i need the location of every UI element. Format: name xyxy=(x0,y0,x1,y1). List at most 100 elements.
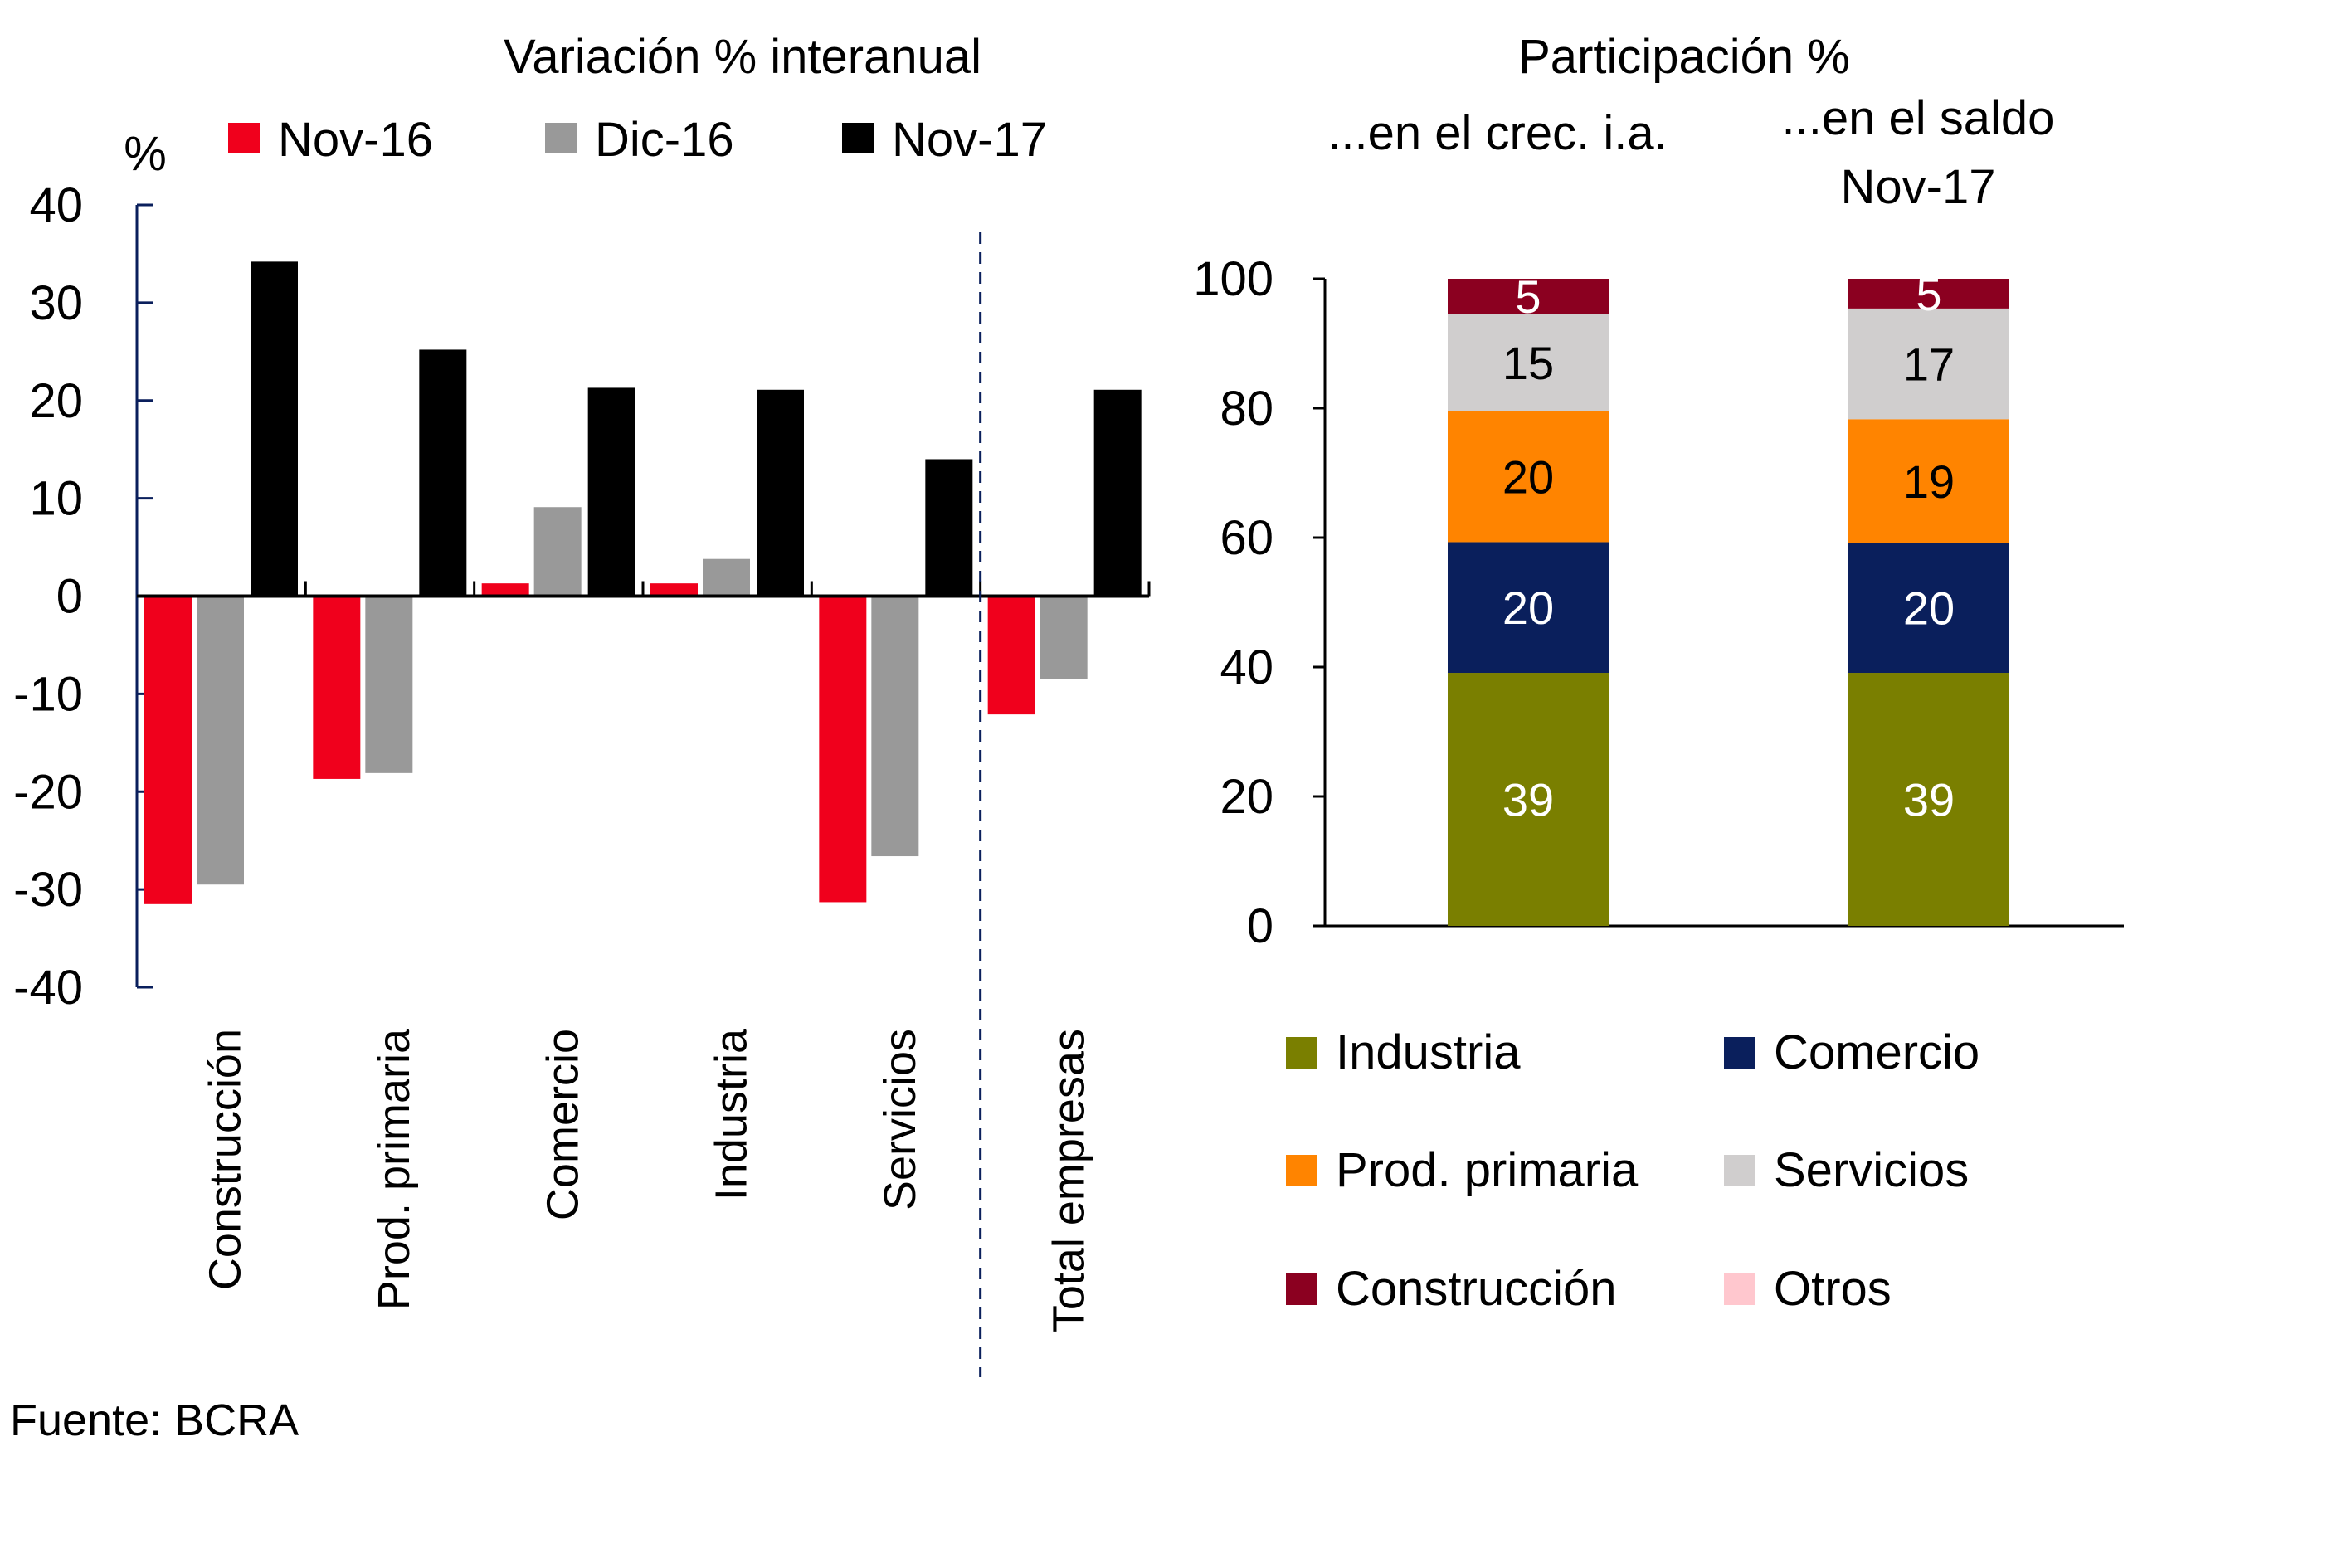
bar-nov-17-comercio xyxy=(587,387,635,597)
legend-swatch-servicios xyxy=(1724,1155,1755,1186)
stack-servicios-1 xyxy=(1448,314,1609,411)
right-y-tick-label: 60 xyxy=(1220,511,1273,565)
legend-label-comercio: Comercio xyxy=(1774,1025,1979,1079)
legend-label-dic-16: Dic-16 xyxy=(595,113,734,167)
legend-label-construccion: Construcción xyxy=(1336,1262,1616,1316)
legend-swatch-otros xyxy=(1724,1273,1755,1305)
data-label-prod-primaria-2: 19 xyxy=(1903,455,1955,508)
left-y-tick-label: 10 xyxy=(29,472,83,526)
legend-item-prod-primaria: Prod. primaria xyxy=(1286,1143,1639,1197)
legend-label-industria: Industria xyxy=(1336,1025,1521,1079)
bar-dic-16-total-empresas xyxy=(1040,596,1088,679)
legend-item-nov-16: Nov-16 xyxy=(228,113,433,167)
right-y-axis: 100 80 60 40 20 0 xyxy=(1193,252,2124,953)
bar-dic-16-prod-primaria xyxy=(365,596,413,773)
bar-nov-17-industria xyxy=(757,389,804,597)
legend-item-comercio: Comercio xyxy=(1724,1025,1979,1079)
legend-item-construccion: Construcción xyxy=(1286,1262,1616,1316)
bar-nov-16-construccion xyxy=(144,596,192,904)
left-y-tick-label: -40 xyxy=(13,961,83,1015)
category-label-comercio: Comercio xyxy=(538,1029,587,1220)
left-bars xyxy=(144,261,1142,904)
category-label-industria: Industria xyxy=(707,1028,757,1200)
right-y-tick-label: 0 xyxy=(1247,899,1273,953)
bar-dic-16-industria xyxy=(703,558,750,597)
right-chart-title: Participación % xyxy=(1518,30,1850,84)
left-y-tick-label: -20 xyxy=(13,765,83,819)
right-y-tick-label: 20 xyxy=(1220,770,1273,824)
legend-swatch-nov-16 xyxy=(228,123,260,153)
legend-label-nov-16: Nov-16 xyxy=(278,113,433,167)
stack-prod-primaria-2 xyxy=(1848,419,2009,543)
legend-item-dic-16: Dic-16 xyxy=(545,113,734,167)
data-label-prod-primaria-1: 20 xyxy=(1502,451,1554,504)
bar-nov-16-servicios xyxy=(819,596,867,903)
legend-label-prod-primaria: Prod. primaria xyxy=(1336,1143,1639,1197)
bar-dic-16-construccion xyxy=(197,596,244,885)
bar-nov-16-industria xyxy=(650,583,698,597)
bar-nov-16-comercio xyxy=(481,583,529,597)
left-y-unit-label: % xyxy=(124,127,167,181)
right-y-tick-label: 100 xyxy=(1193,252,1273,306)
right-y-tick-label: 40 xyxy=(1220,640,1273,694)
left-category-labels: Construcción Prod. primaria Comercio Indust… xyxy=(201,1028,1094,1332)
legend-item-otros: Otros xyxy=(1724,1262,1892,1316)
stack-comercio-2 xyxy=(1848,543,2009,674)
legend-label-otros: Otros xyxy=(1774,1262,1892,1316)
data-label-servicios-1: 15 xyxy=(1502,337,1554,389)
source-note: Fuente: BCRA xyxy=(10,1395,299,1445)
legend-item-servicios: Servicios xyxy=(1724,1143,1969,1197)
data-label-construccion-1: 5 xyxy=(1515,270,1541,323)
legend-label-servicios: Servicios xyxy=(1774,1143,1969,1197)
stack-comercio-1 xyxy=(1448,542,1609,674)
bar-nov-16-total-empresas xyxy=(987,596,1035,715)
left-y-tick-label: 20 xyxy=(29,374,83,428)
right-bars: 39 20 20 15 5 39 20 19 17 5 xyxy=(1448,268,2009,926)
left-x-axis xyxy=(137,232,1151,1377)
left-y-tick-label: 40 xyxy=(29,178,83,232)
bar-dic-16-servicios xyxy=(871,596,919,857)
legend-swatch-industria xyxy=(1286,1037,1317,1069)
stack-construccion-2 xyxy=(1848,279,2009,309)
data-label-comercio-2: 20 xyxy=(1903,582,1955,635)
left-y-axis: 40 30 20 10 0 -10 -20 -30 -40 xyxy=(13,178,153,1015)
right-category-label-1-line-1: ...en el crec. i.a. xyxy=(1327,106,1667,160)
legend-item-nov-17: Nov-17 xyxy=(842,113,1047,167)
bar-dic-16-comercio xyxy=(533,507,582,597)
right-category-label-2-line-2: Nov-17 xyxy=(1841,160,1996,214)
stack-industria-2 xyxy=(1848,673,2009,926)
right-y-tick-label: 80 xyxy=(1220,382,1273,436)
right-category-label-2-line-1: ...en el saldo xyxy=(1782,91,2055,145)
left-y-tick-label: 30 xyxy=(29,276,83,330)
legend-item-industria: Industria xyxy=(1286,1025,1521,1079)
legend-swatch-construccion xyxy=(1286,1273,1317,1305)
left-y-tick-label: -30 xyxy=(13,863,83,917)
left-y-tick-label: -10 xyxy=(13,667,83,721)
stack-industria-1 xyxy=(1448,673,1609,926)
right-chart: Participación % ...en el crec. i.a. ...en… xyxy=(1193,30,2124,1316)
left-legend: Nov-16 Dic-16 Nov-17 xyxy=(228,113,1047,167)
left-y-tick-label: 0 xyxy=(56,570,83,624)
legend-swatch-nov-17 xyxy=(842,123,874,153)
stack-construccion-1 xyxy=(1448,279,1609,314)
bar-nov-17-total-empresas xyxy=(1093,389,1142,597)
right-legend: Industria Comercio Prod. primaria Servicios… xyxy=(1286,1025,1979,1316)
data-label-construccion-2: 5 xyxy=(1916,268,1941,320)
legend-swatch-comercio xyxy=(1724,1037,1755,1069)
data-label-servicios-2: 17 xyxy=(1903,338,1955,391)
right-category-labels: ...en el crec. i.a. ...en el saldo Nov-17 xyxy=(1327,91,2054,214)
stack-servicios-2 xyxy=(1848,308,2009,420)
bar-nov-17-servicios xyxy=(925,459,973,597)
legend-label-nov-17: Nov-17 xyxy=(892,113,1047,167)
bar-nov-17-prod-primaria xyxy=(419,349,467,597)
data-label-industria-1: 39 xyxy=(1502,774,1554,826)
category-label-construccion: Construcción xyxy=(201,1029,251,1290)
legend-swatch-prod-primaria xyxy=(1286,1155,1317,1186)
left-chart-title: Variación % interanual xyxy=(504,30,981,84)
category-label-total-empresas: Total empresas xyxy=(1044,1029,1093,1332)
category-label-servicios: Servicios xyxy=(875,1029,925,1210)
bar-nov-17-construccion xyxy=(251,261,298,597)
stack-prod-primaria-1 xyxy=(1448,411,1609,543)
bar-nov-16-prod-primaria xyxy=(313,596,361,779)
